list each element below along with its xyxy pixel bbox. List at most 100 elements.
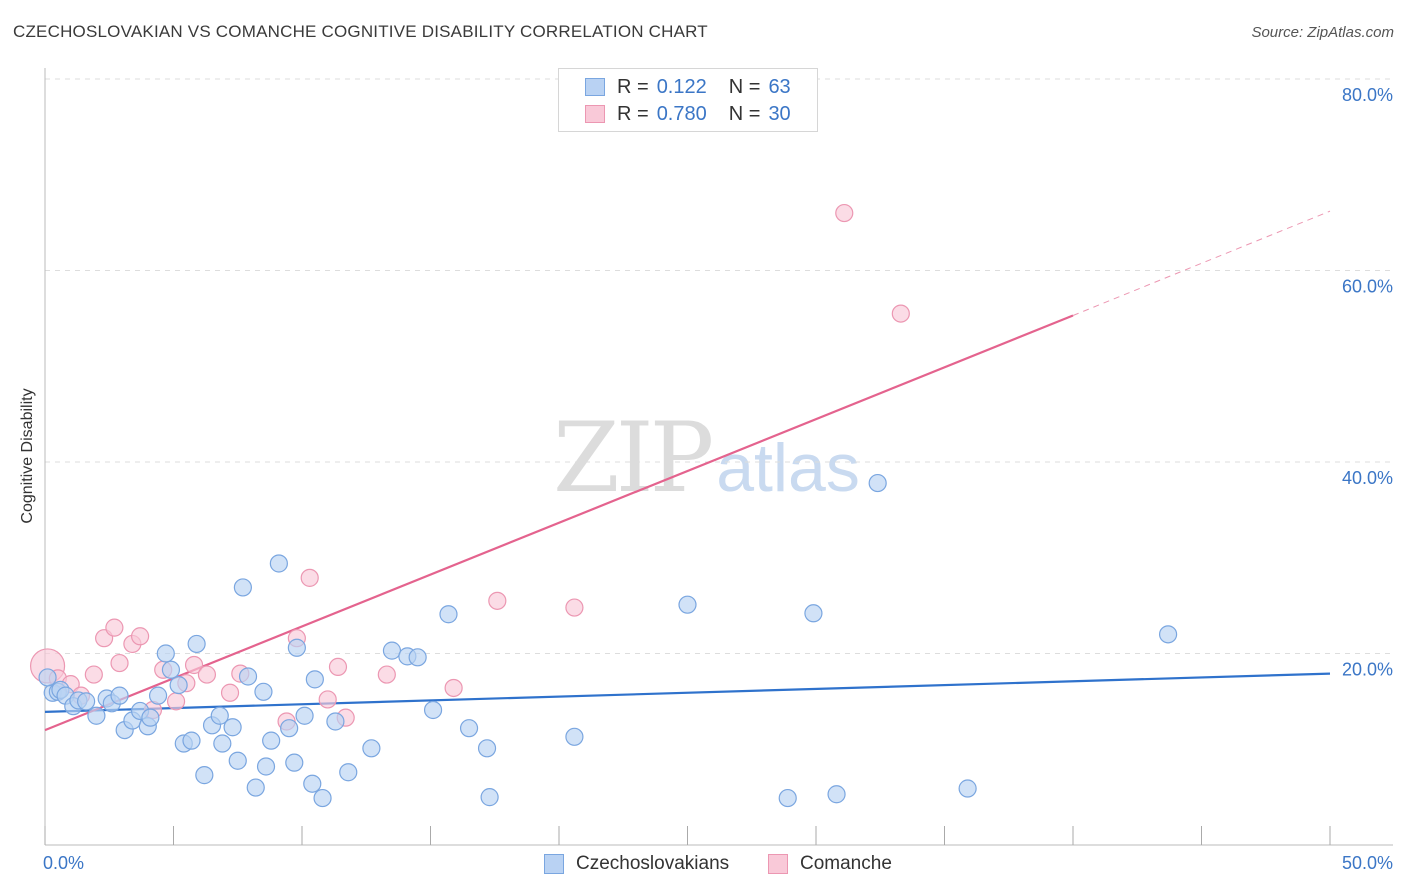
series-name: Czechoslovakians: [576, 853, 730, 874]
point-comanche: [488, 591, 507, 610]
watermark-zip: ZIP: [553, 402, 714, 514]
point-czechoslovakians: [305, 670, 324, 689]
series-name: Comanche: [800, 853, 892, 874]
y-tick-label: 80.0%: [1342, 85, 1393, 105]
point-czechoslovakians: [477, 739, 497, 758]
source-label: Source: ZipAtlas.com: [1251, 24, 1394, 41]
point-czechoslovakians: [187, 634, 206, 654]
axes: [44, 68, 1393, 846]
y-axis-label: Cognitive Disability: [19, 388, 36, 524]
point-czechoslovakians: [213, 734, 232, 753]
point-comanche: [197, 665, 217, 684]
point-czechoslovakians: [439, 605, 458, 624]
point-czechoslovakians: [77, 692, 96, 711]
series-swatch-blue: [544, 854, 564, 874]
legend-n-label: N =: [728, 102, 761, 125]
point-czechoslovakians: [256, 757, 276, 776]
trend-line-czechoslovakians: [44, 672, 1331, 714]
watermark: ZIPatlas: [553, 402, 860, 514]
point-czechoslovakians: [254, 682, 273, 701]
point-comanche: [300, 568, 319, 587]
point-comanche: [84, 665, 103, 684]
legend-row-czechoslovakians: R = 0.122 N = 63: [585, 74, 791, 100]
point-czechoslovakians: [228, 751, 247, 770]
point-czechoslovakians: [141, 708, 160, 727]
point-czechoslovakians: [161, 660, 181, 679]
point-czechoslovakians: [182, 731, 201, 750]
y-tick-label: 40.0%: [1342, 468, 1393, 488]
point-czechoslovakians: [156, 644, 175, 663]
point-czechoslovakians: [565, 727, 584, 746]
legend-r-value: 0.122: [656, 75, 707, 98]
point-czechoslovakians: [868, 473, 887, 493]
point-czechoslovakians: [38, 668, 57, 687]
series-swatch-pink: [768, 854, 788, 874]
point-czechoslovakians: [804, 604, 823, 623]
point-czechoslovakians: [423, 700, 443, 720]
point-comanche: [891, 304, 910, 323]
point-czechoslovakians: [285, 753, 304, 772]
legend-n-value: 30: [768, 102, 791, 125]
point-comanche: [105, 618, 124, 637]
legend-r-value: 0.780: [656, 102, 707, 125]
legend-swatch-pink: [585, 105, 605, 123]
point-czechoslovakians: [480, 788, 499, 807]
point-comanche: [444, 678, 463, 698]
point-czechoslovakians: [246, 778, 265, 797]
point-comanche: [220, 683, 240, 702]
legend-n-label: N =: [728, 75, 761, 98]
trend-lines: [44, 210, 1331, 732]
point-comanche: [377, 665, 396, 684]
point-czechoslovakians: [233, 578, 252, 597]
point-comanche: [835, 203, 854, 223]
point-czechoslovakians: [210, 706, 229, 725]
point-comanche: [565, 598, 584, 617]
point-comanche: [318, 690, 337, 709]
point-czechoslovakians: [87, 706, 106, 725]
point-czechoslovakians: [303, 774, 322, 793]
point-czechoslovakians: [459, 719, 479, 738]
point-czechoslovakians: [1158, 625, 1178, 644]
point-czechoslovakians: [313, 788, 332, 808]
chart-title: CZECHOSLOVAKIAN VS COMANCHE COGNITIVE DI…: [13, 22, 708, 41]
trend-line-comanche: [44, 314, 1074, 732]
point-czechoslovakians: [148, 686, 168, 705]
watermark-atlas: atlas: [716, 430, 860, 506]
series-legend-czechoslovakians: Czechoslovakians: [544, 852, 729, 876]
point-czechoslovakians: [339, 763, 358, 782]
point-czechoslovakians: [778, 788, 797, 808]
point-czechoslovakians: [110, 686, 129, 705]
point-czechoslovakians: [169, 675, 188, 695]
point-comanche: [184, 655, 204, 675]
series-legend-comanche: Comanche: [768, 852, 892, 876]
stats-legend: R = 0.122 N = 63 R = 0.780 N = 30: [558, 68, 818, 132]
point-czechoslovakians: [326, 712, 345, 731]
legend-n-value: 63: [768, 75, 791, 98]
legend-row-comanche: R = 0.780 N = 30: [585, 101, 791, 127]
legend-r-label: R =: [617, 75, 649, 98]
x-tick-label: 0.0%: [43, 853, 84, 873]
point-czechoslovakians: [827, 785, 846, 804]
trend-line-comanche-extension: [1072, 210, 1331, 316]
legend-r-label: R =: [617, 102, 649, 125]
point-czechoslovakians: [269, 554, 288, 573]
point-czechoslovakians: [958, 779, 977, 798]
tick-labels: 20.0% 40.0% 60.0% 80.0% 0.0% 50.0%: [43, 85, 1393, 873]
point-czechoslovakians: [262, 731, 281, 750]
point-comanche: [110, 653, 129, 673]
y-tick-label: 20.0%: [1342, 660, 1393, 680]
point-czechoslovakians: [362, 739, 381, 758]
point-czechoslovakians: [382, 641, 402, 660]
point-czechoslovakians: [223, 718, 242, 737]
data-points: [29, 203, 1178, 808]
point-czechoslovakians: [678, 595, 697, 614]
point-czechoslovakians: [195, 766, 214, 785]
y-tick-label: 60.0%: [1342, 277, 1393, 297]
point-czechoslovakians: [280, 719, 299, 738]
grid-lines: [45, 78, 1393, 654]
point-comanche: [328, 657, 348, 677]
point-czechoslovakians: [287, 638, 306, 657]
point-czechoslovakians: [295, 706, 314, 725]
x-tick-label: 50.0%: [1342, 853, 1393, 873]
